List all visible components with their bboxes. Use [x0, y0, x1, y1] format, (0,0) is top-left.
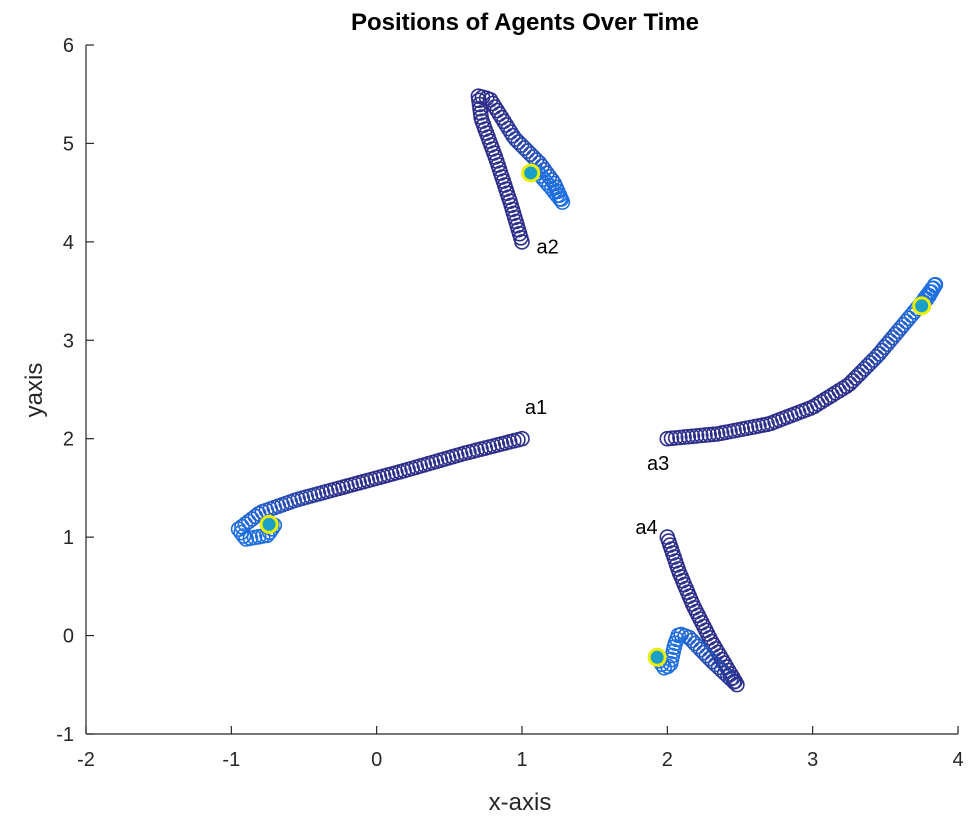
x-tick-label: 3 [807, 749, 818, 771]
x-axis-ticks: -2 -1 0 1 2 3 4 [77, 726, 964, 771]
trail-point [850, 367, 867, 383]
x-tick-label: 2 [662, 749, 673, 771]
trail-point [507, 131, 524, 147]
trail-point [525, 149, 542, 165]
trail-point [707, 656, 724, 673]
trail-point [519, 143, 536, 159]
agent-label-a2: a2 [537, 237, 559, 259]
trail-point [841, 375, 858, 392]
x-tick-label: 1 [516, 749, 527, 771]
plot-area: a1 a2 a3 a4 [230, 88, 944, 693]
x-axis-label: x-axis [489, 789, 552, 816]
y-tick-label: 1 [63, 527, 74, 549]
y-tick-label: 6 [63, 35, 74, 57]
trail-point [659, 430, 676, 447]
trail-point [862, 355, 879, 371]
trail-point [865, 352, 882, 368]
trail-point [701, 650, 718, 667]
trail-point [705, 426, 722, 443]
trail-point [695, 644, 712, 661]
agent-labels: a1 a2 a3 a4 [525, 237, 669, 540]
trail-point [510, 134, 527, 150]
y-tick-label: 2 [63, 429, 74, 451]
trail-point [663, 430, 680, 447]
current-position-a4 [647, 647, 667, 667]
trail-point [672, 429, 688, 446]
current-position-a1 [259, 514, 279, 534]
trail-point [856, 361, 873, 377]
agent-label-a4: a4 [635, 517, 657, 539]
trail-point [692, 427, 709, 444]
y-tick-label: 0 [63, 626, 74, 648]
agent-label-a3: a3 [647, 453, 669, 475]
trail-point [513, 137, 530, 153]
y-tick-label: 5 [63, 133, 74, 155]
current-position-a3 [912, 296, 932, 316]
x-tick-label: 0 [371, 749, 382, 771]
trail-point [847, 369, 864, 386]
trail-point [676, 429, 692, 445]
trail-point [698, 647, 715, 664]
agent-label-a1: a1 [525, 397, 547, 419]
trail-point [701, 426, 718, 443]
y-axis-label: yaxis [21, 363, 48, 418]
current-position-a2 [521, 163, 541, 183]
trail-a2 [470, 88, 571, 250]
trail-a4 [649, 529, 745, 693]
x-tick-label: 4 [952, 749, 963, 771]
trail-point [235, 528, 252, 544]
trail-a3 [659, 276, 944, 447]
y-tick-label: 3 [63, 330, 74, 352]
trail-point [692, 641, 709, 658]
x-tick-label: -2 [77, 749, 95, 771]
trail-point [697, 427, 713, 443]
trail-point [844, 372, 861, 389]
x-tick-label: -1 [222, 749, 240, 771]
trail-point [684, 428, 701, 445]
trail-point [687, 635, 703, 652]
trail-point [859, 358, 876, 374]
trail-point [704, 653, 721, 670]
trail-point [522, 146, 539, 162]
y-tick-label: -1 [56, 724, 74, 746]
trail-point [689, 638, 706, 655]
current-position-markers [259, 163, 932, 667]
agent-trails [230, 88, 944, 693]
trail-a1 [230, 430, 530, 547]
trail-point [853, 364, 870, 380]
chart-title: Positions of Agents Over Time [351, 9, 699, 36]
y-axis-ticks: -1 0 1 2 3 4 5 6 [56, 35, 94, 746]
trail-point [667, 430, 684, 446]
trail-point [688, 428, 705, 444]
trail-point [516, 140, 533, 156]
y-tick-label: 4 [63, 232, 74, 254]
